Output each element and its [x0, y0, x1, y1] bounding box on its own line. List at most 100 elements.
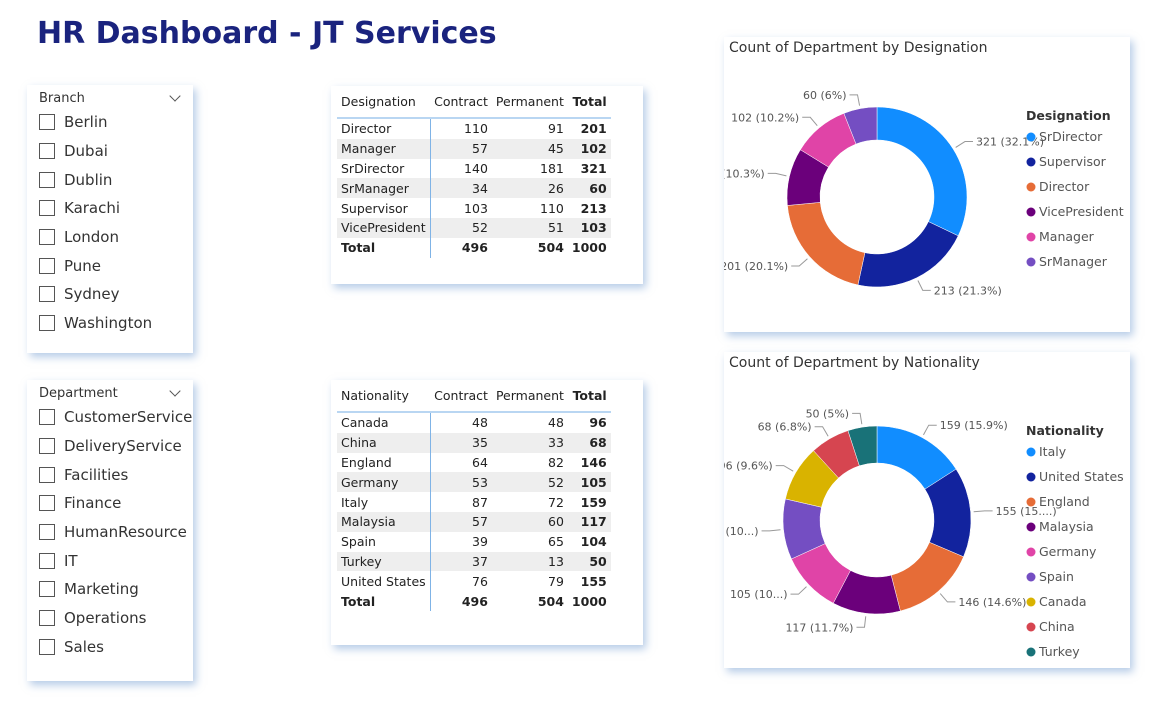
slicer-item[interactable]: Sydney: [27, 280, 193, 309]
column-header: Total: [567, 384, 611, 413]
slicer-item[interactable]: HumanResource: [27, 518, 193, 547]
leader-line: [849, 94, 861, 106]
data-label: 60 (6%): [803, 89, 847, 102]
cell: 91: [547, 121, 564, 137]
legend-label: Supervisor: [1039, 154, 1107, 169]
slicer-item[interactable]: IT: [27, 546, 193, 575]
checkbox[interactable]: [39, 581, 55, 598]
slicer-item[interactable]: Marketing: [27, 575, 193, 604]
data-label: 146 (14.6%): [958, 596, 1026, 609]
matrix-table: Designation Contract Permanent Total Directo…: [337, 90, 611, 258]
donut-slice: [847, 425, 878, 467]
cell: Turkey: [337, 551, 431, 572]
checkbox[interactable]: [39, 286, 55, 303]
cell: 51: [491, 217, 568, 238]
checkbox[interactable]: [39, 229, 55, 246]
legend-label: Germany: [1039, 544, 1097, 559]
slicer-item[interactable]: Dublin: [27, 165, 193, 194]
checkbox[interactable]: [39, 552, 55, 569]
slicer-item[interactable]: Pune: [27, 251, 193, 280]
checkbox[interactable]: [39, 495, 55, 512]
slicer-item[interactable]: Operations: [27, 604, 193, 633]
cell: 26: [491, 178, 568, 199]
data-row: Spain 39 65 104: [337, 531, 611, 552]
leader-line: [939, 593, 956, 603]
checkbox[interactable]: [39, 466, 55, 483]
slicer-item[interactable]: Facilities: [27, 460, 193, 489]
data-row: Germany 53 52 105: [337, 472, 611, 493]
data-label: 50 (5%): [806, 407, 850, 420]
slicer-item[interactable]: DeliveryService: [27, 432, 193, 461]
legend-label: Italy: [1039, 444, 1067, 459]
matrix: Nationality Contract Permanent Total Canada 4…: [331, 380, 643, 645]
checkbox[interactable]: [39, 315, 55, 332]
legend-label: United States: [1039, 469, 1124, 484]
data-label: 96 (9.6%): [724, 460, 773, 473]
cell: Malaysia: [337, 511, 431, 532]
slicer-item[interactable]: CustomerService: [27, 403, 193, 432]
checkbox[interactable]: [39, 438, 55, 455]
data-row: Canada 48 48 96: [337, 412, 611, 433]
cell: 57: [430, 511, 492, 532]
slicer-item[interactable]: Finance: [27, 489, 193, 518]
legend-marker: [1026, 647, 1036, 657]
cell: 48: [548, 415, 564, 431]
data-row: Italy 87 72 159: [337, 492, 611, 512]
cell: 146: [580, 454, 607, 470]
cell: 140: [464, 160, 488, 176]
checkbox[interactable]: [39, 257, 55, 274]
slicer-item[interactable]: Dubai: [27, 137, 193, 166]
data-row: Manager 57 45 102: [337, 138, 611, 159]
slicer-label: Marketing: [64, 580, 139, 599]
legend-marker: [1026, 547, 1036, 557]
cell: 104: [580, 534, 607, 550]
cell: 201: [580, 121, 607, 137]
cell: 504: [537, 240, 564, 256]
cell: Italy: [337, 492, 431, 512]
cell: 159: [580, 494, 607, 510]
checkbox[interactable]: [39, 524, 55, 541]
slicer-item[interactable]: Sales: [27, 633, 193, 662]
slicer-label: IT: [64, 551, 78, 570]
slicer-label: Berlin: [64, 113, 108, 132]
slicer: Department CustomerService DeliveryService…: [27, 380, 193, 681]
checkbox[interactable]: [39, 638, 55, 655]
checkbox[interactable]: [39, 200, 55, 217]
total-row: Total 496 504 1000: [337, 591, 611, 611]
checkbox[interactable]: [39, 114, 55, 131]
checkbox[interactable]: [39, 409, 55, 426]
data-label: 213 (21.3%): [934, 284, 1002, 297]
leader-line: [790, 586, 807, 595]
slicer-item[interactable]: Washington: [27, 309, 193, 338]
cell: 52: [491, 472, 568, 493]
cell: 79: [548, 573, 564, 589]
chart-title: Count of Department by Designation: [729, 40, 988, 56]
slicer-label: Facilities: [64, 465, 129, 484]
cell: 35: [430, 432, 492, 453]
slicer-label: Pune: [64, 256, 102, 275]
leader-line: [802, 116, 818, 127]
chart: Count of Department by Nationality 159 (1…: [701, 352, 1130, 668]
cell: 1000: [571, 593, 607, 609]
data-label: 105 (10...): [730, 588, 788, 601]
data-row: SrDirector 140 181 321: [337, 158, 611, 179]
slicer-label: Washington: [64, 314, 153, 333]
cell: 105: [567, 472, 611, 493]
checkbox[interactable]: [39, 610, 55, 627]
legend-title: Nationality: [1026, 423, 1104, 438]
legend-label: Turkey: [1038, 644, 1080, 659]
cell: 57: [430, 138, 492, 159]
cell: SrDirector: [337, 158, 431, 179]
slicer-item[interactable]: Berlin: [27, 108, 193, 137]
leader-line: [955, 141, 973, 148]
cell: 103: [567, 217, 611, 238]
cell: 504: [537, 593, 564, 609]
cell: SrManager: [337, 178, 431, 199]
data-row: England 64 82 146: [337, 452, 611, 473]
cell: England: [337, 452, 431, 473]
slicer-item[interactable]: Karachi: [27, 194, 193, 223]
slicer-item[interactable]: London: [27, 223, 193, 252]
checkbox[interactable]: [39, 171, 55, 188]
checkbox[interactable]: [39, 143, 55, 160]
